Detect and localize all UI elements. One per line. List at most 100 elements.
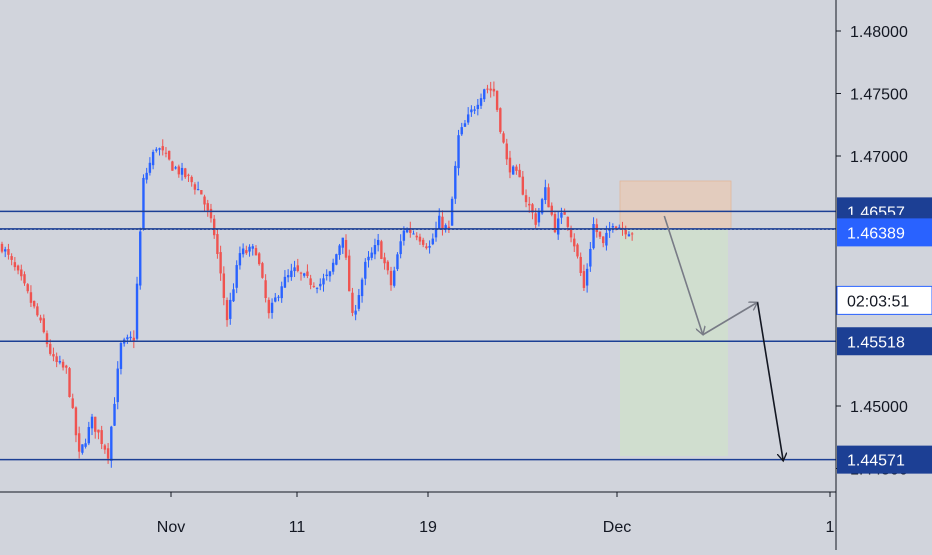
candle-body — [476, 104, 480, 110]
candle-body — [322, 278, 325, 285]
candle-body — [151, 151, 155, 166]
candle-body — [77, 433, 81, 452]
risk-zone — [619, 180, 732, 230]
price-tag-label: 1.46389 — [847, 225, 905, 242]
candle-body — [402, 230, 406, 241]
candle-body — [592, 223, 595, 249]
candle-body — [386, 261, 389, 271]
candle-body — [277, 296, 280, 298]
candle-body — [23, 274, 26, 284]
candle-body — [129, 336, 132, 339]
candle-body — [251, 246, 254, 249]
candle-body — [7, 249, 10, 255]
candle-body — [351, 292, 354, 313]
candle-body — [45, 333, 49, 345]
candle-body — [630, 233, 634, 235]
candle-body — [58, 361, 62, 363]
annotation-arrows — [663, 215, 783, 461]
candle-body — [90, 416, 94, 429]
candle-body — [589, 248, 592, 267]
candle-body — [235, 265, 238, 288]
candle-body — [466, 114, 470, 123]
candle-body — [348, 255, 351, 292]
candle-body — [624, 229, 627, 235]
candle-body — [161, 146, 164, 151]
candle-body — [502, 133, 505, 143]
candle-body — [10, 256, 13, 260]
candle-body — [290, 270, 293, 278]
candle-body — [65, 365, 68, 368]
candle-body — [296, 265, 299, 271]
candle-body — [36, 306, 39, 316]
candle-body — [380, 241, 383, 259]
candle-body — [248, 246, 251, 252]
candle-body — [158, 148, 161, 150]
candle-body — [328, 271, 332, 277]
candle-body — [135, 283, 139, 339]
candle-body — [492, 88, 496, 92]
candle-body — [87, 427, 91, 444]
candle-body — [383, 257, 386, 264]
candle-body — [528, 203, 531, 206]
candle-body — [4, 249, 7, 252]
candle-body — [68, 368, 71, 398]
candle-body — [196, 189, 200, 191]
candle-body — [84, 443, 87, 447]
candle-body — [515, 166, 518, 171]
candle-body — [13, 262, 17, 268]
candle-body — [547, 187, 550, 208]
candle-body — [203, 196, 206, 205]
candle-body — [155, 149, 158, 151]
price-tags: 1.465571.464171.4638902:03:511.455181.44… — [836, 197, 932, 474]
x-tick-label: Nov — [157, 519, 185, 536]
candle-body — [441, 216, 444, 229]
axes: Nov 11 19 Dec 1 1.48000 1.47500 1.47000 1.45000 1… — [0, 0, 908, 550]
candle-body — [193, 184, 197, 190]
candle-body — [325, 274, 328, 277]
candle-body — [531, 204, 534, 213]
candle-body — [454, 165, 457, 199]
candle-body — [319, 283, 322, 287]
price-tag-blue — [837, 218, 932, 247]
candle-body — [614, 226, 618, 229]
candle-body — [540, 199, 544, 214]
candle-body — [113, 403, 116, 426]
candle-body — [94, 416, 97, 432]
candle-body — [139, 231, 142, 286]
candle-body — [367, 256, 370, 261]
candle-body — [331, 262, 335, 272]
candle-body — [518, 169, 521, 178]
candle-body — [521, 176, 525, 195]
candle-body — [508, 157, 512, 173]
candle-body — [438, 215, 441, 230]
candle-body — [556, 218, 560, 235]
candle-body — [258, 253, 261, 265]
reward-zone — [620, 228, 728, 456]
candle-body — [489, 88, 492, 91]
candle-body — [338, 245, 341, 255]
candle-body — [605, 232, 608, 246]
candle-body — [376, 239, 380, 246]
candle-body — [357, 295, 361, 309]
candle-body — [26, 284, 29, 292]
candle-body — [116, 368, 119, 403]
candle-body — [32, 300, 36, 307]
candle-body — [495, 90, 499, 110]
candle-body — [463, 123, 467, 127]
candle-body — [396, 254, 399, 270]
candle-body — [216, 234, 219, 254]
candle-body — [200, 190, 203, 195]
candle-body — [306, 271, 309, 277]
candle-body — [576, 244, 579, 257]
candle-body — [569, 228, 573, 238]
candle-body — [209, 208, 213, 219]
candle-body — [270, 302, 274, 313]
candle-body — [180, 167, 184, 175]
trend-arrow-gray — [663, 215, 703, 335]
price-tag-label: 1.45518 — [847, 334, 905, 351]
candle-body — [0, 243, 4, 252]
candle-body — [393, 270, 396, 286]
x-tick-label: Dec — [603, 519, 631, 536]
